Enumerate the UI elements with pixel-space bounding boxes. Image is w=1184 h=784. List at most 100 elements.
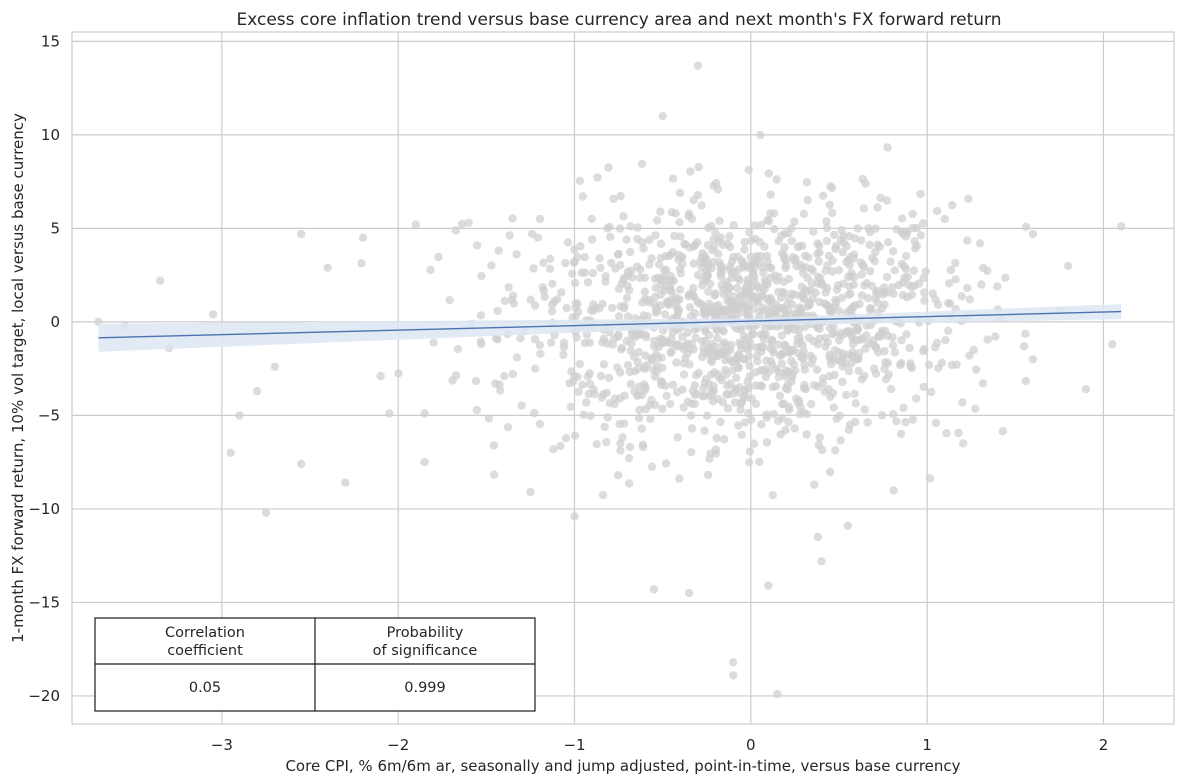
scatter-point xyxy=(907,290,917,300)
scatter-point xyxy=(809,227,818,236)
scatter-point xyxy=(649,585,659,594)
scatter-point xyxy=(637,159,647,168)
scatter-point xyxy=(712,179,721,188)
scatter-point xyxy=(700,379,709,388)
scatter-point xyxy=(947,360,957,370)
scatter-point xyxy=(614,471,623,480)
scatter-point xyxy=(941,336,950,345)
scatter-point xyxy=(358,233,368,242)
scatter-point xyxy=(472,405,481,415)
scatter-point xyxy=(609,194,618,203)
scatter-point xyxy=(789,360,799,369)
scatter-point xyxy=(928,289,937,298)
scatter-point xyxy=(787,236,796,246)
scatter-point xyxy=(882,272,892,282)
scatter-point xyxy=(530,335,540,344)
scatter-point xyxy=(453,344,463,354)
x-tick-label: 0 xyxy=(746,736,756,754)
scatter-point xyxy=(740,418,750,427)
scatter-point xyxy=(901,232,910,241)
scatter-point xyxy=(834,306,844,315)
scatter-point xyxy=(787,224,796,233)
scatter-point xyxy=(924,360,934,369)
scatter-point xyxy=(672,301,681,311)
scatter-point xyxy=(614,312,624,321)
scatter-point xyxy=(785,347,795,356)
scatter-point xyxy=(671,209,680,218)
table-header-probability-line1: Probability xyxy=(387,625,464,641)
scatter-point xyxy=(571,299,580,308)
scatter-point xyxy=(723,296,732,305)
scatter-point xyxy=(825,371,834,381)
scatter-point xyxy=(998,427,1007,436)
x-axis-label: Core CPI, % 6m/6m ar, seasonally and jum… xyxy=(285,757,960,775)
scatter-point xyxy=(678,259,687,269)
scatter-point xyxy=(717,272,726,281)
scatter-point xyxy=(815,433,824,442)
scatter-point xyxy=(663,297,672,306)
scatter-point xyxy=(993,282,1002,291)
scatter-point xyxy=(823,338,832,347)
scatter-point xyxy=(516,334,525,343)
scatter-point xyxy=(675,188,685,198)
scatter-point xyxy=(919,347,928,356)
scatter-point xyxy=(526,295,535,304)
scatter-point xyxy=(871,294,880,303)
scatter-point xyxy=(888,409,898,419)
scatter-point xyxy=(471,376,481,386)
scatter-point xyxy=(944,326,953,335)
scatter-point xyxy=(261,508,271,517)
scatter-point xyxy=(834,336,844,345)
scatter-point xyxy=(910,237,919,246)
scatter-point xyxy=(777,331,786,340)
scatter-point xyxy=(733,252,743,261)
scatter-point xyxy=(535,341,544,350)
scatter-point xyxy=(598,490,608,500)
scatter-point xyxy=(853,325,862,334)
scatter-point xyxy=(686,411,696,420)
scatter-point xyxy=(662,391,671,400)
scatter-point xyxy=(675,218,684,227)
scatter-point xyxy=(793,348,802,357)
scatter-point xyxy=(740,355,750,364)
scatter-point xyxy=(756,366,765,375)
table-value-probability: 0.999 xyxy=(404,680,446,696)
stats-table: Correlation coefficient Probability of s… xyxy=(94,617,536,712)
scatter-point xyxy=(908,223,917,233)
scatter-point xyxy=(622,235,631,244)
scatter-point xyxy=(678,332,687,341)
scatter-point xyxy=(603,413,612,422)
scatter-point xyxy=(779,399,788,408)
scatter-point xyxy=(687,290,696,299)
scatter-point xyxy=(925,474,935,483)
scatter-point xyxy=(563,238,573,247)
scatter-point xyxy=(857,270,866,279)
scatter-point xyxy=(708,397,718,406)
scatter-point xyxy=(896,360,905,370)
scatter-point xyxy=(668,174,678,183)
scatter-point xyxy=(878,326,887,336)
scatter-point xyxy=(757,382,766,391)
scatter-point xyxy=(505,231,514,240)
scatter-point xyxy=(533,233,543,242)
scatter-point xyxy=(512,353,522,362)
scatter-point xyxy=(850,389,859,398)
y-tick-label: −10 xyxy=(28,500,60,518)
scatter-point xyxy=(666,250,675,259)
scatter-point xyxy=(813,249,822,258)
confidence-band xyxy=(98,304,1122,352)
scatter-point xyxy=(583,278,593,287)
scatter-point xyxy=(771,305,780,314)
scatter-point xyxy=(578,192,587,201)
scatter-point xyxy=(858,261,868,270)
scatter-point xyxy=(674,342,683,351)
scatter-point xyxy=(503,423,513,432)
table-header-correlation-line1: Correlation xyxy=(165,625,245,641)
scatter-point xyxy=(791,254,800,263)
scatter-point xyxy=(434,252,443,262)
scatter-point xyxy=(477,271,486,281)
scatter-point xyxy=(484,414,494,423)
scatter-point xyxy=(844,367,854,376)
scatter-point xyxy=(588,268,598,278)
scatter-point xyxy=(744,408,753,418)
